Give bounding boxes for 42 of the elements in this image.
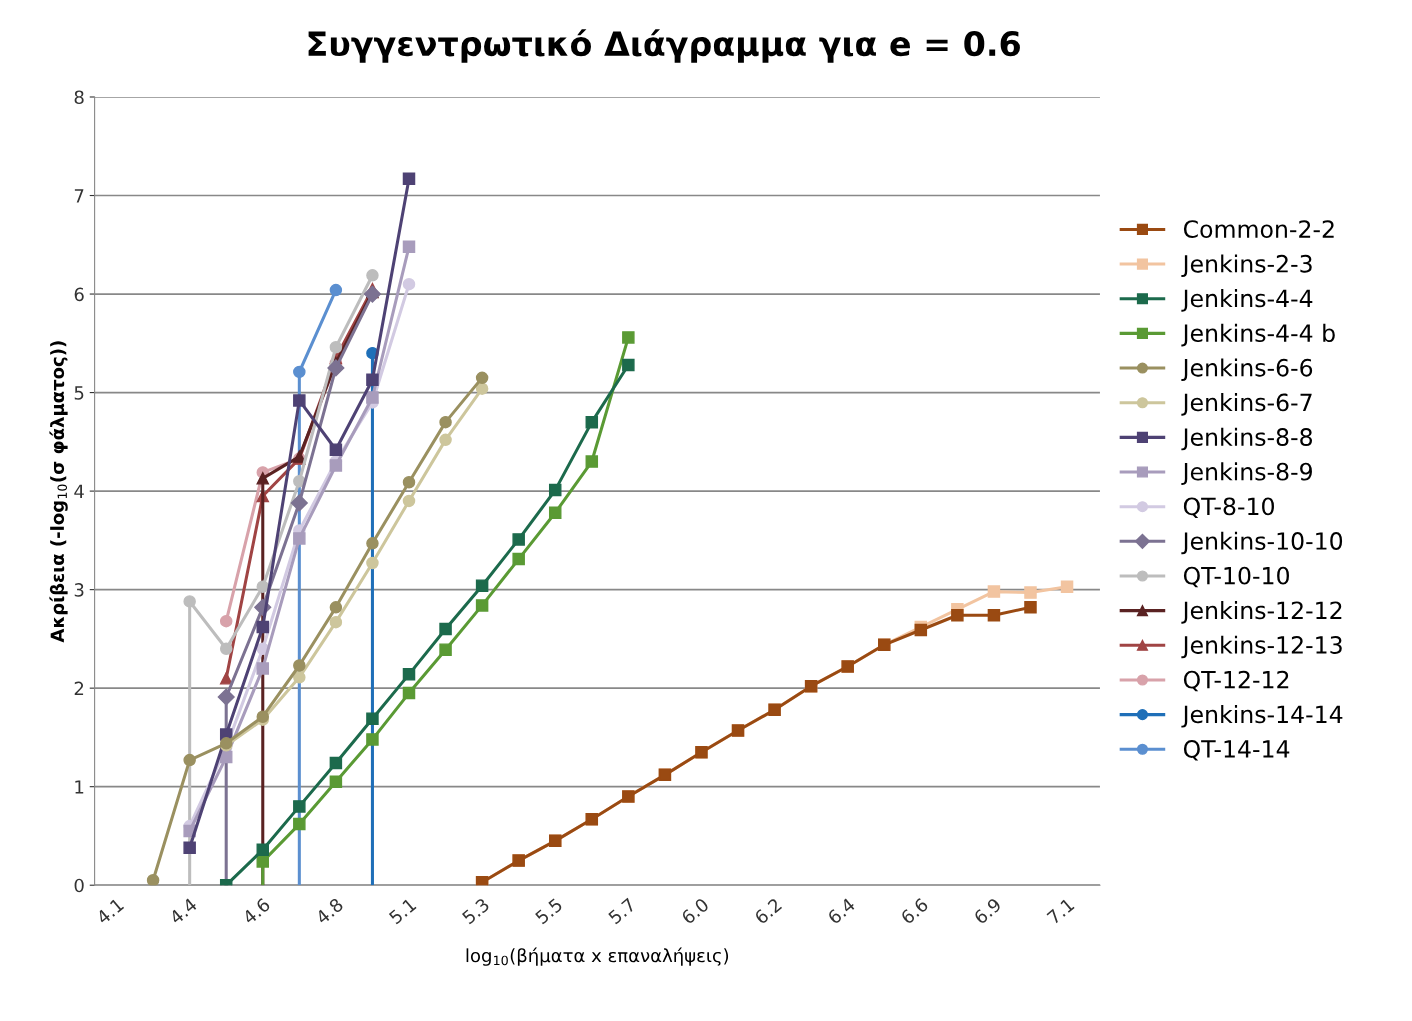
x-tick-label: 4.6 [241, 897, 271, 925]
legend-label: Jenkins-4-4 b [1181, 323, 1335, 347]
x-tick-label: 5.5 [534, 897, 564, 925]
legend-label: Common-2-2 [1183, 220, 1334, 239]
y-tick-label: 4 [74, 484, 84, 498]
y-tick-label: 6 [74, 287, 84, 302]
x-tick-label: 4.4 [168, 897, 198, 925]
legend-label: Jenkins-12-12 [1181, 600, 1342, 624]
legend-label: QT-14-14 [1183, 740, 1290, 761]
x-tick-label: 4.8 [314, 897, 344, 925]
y-tick-label: 2 [74, 681, 84, 696]
y-tick-label: 0 [74, 878, 84, 893]
legend-label: QT-8-10 [1183, 497, 1274, 518]
x-tick-label: 4.1 [95, 897, 125, 925]
x-tick-label: 6.9 [973, 897, 1002, 925]
x-axis-title: log$_{10}$(βήματα x επαναλήψεις) [466, 947, 729, 966]
legend-label: Jenkins-6-6 [1181, 358, 1313, 382]
y-axis-title: Ακρίβεια (-log$_{10}$(σ φάλματος)) [49, 341, 68, 643]
chart-title: Συγγεντρωτικό Διάγραμμα για e = 0.6 [308, 29, 1020, 63]
y-tick-label: 3 [74, 583, 84, 597]
x-tick-label: 5.3 [461, 897, 490, 925]
legend-label: QT-12-12 [1183, 670, 1289, 692]
x-tick-label: 5.7 [607, 897, 637, 925]
x-tick-label: 6.2 [753, 897, 783, 925]
y-tick-label: 5 [74, 386, 84, 400]
y-tick-label: 8 [74, 90, 84, 105]
legend-label: Jenkins-4-4 [1181, 289, 1313, 312]
x-tick-label: 6.4 [826, 897, 856, 925]
legend-label: Jenkins-14-14 [1181, 704, 1343, 728]
legend-label: Jenkins-6-7 [1181, 393, 1312, 416]
x-tick-label: 6.6 [899, 897, 929, 925]
x-tick-label: 6.0 [680, 897, 710, 925]
legend-label: Jenkins-10-10 [1181, 531, 1343, 555]
legend-label: Jenkins-12-13 [1181, 635, 1342, 659]
legend-label: Jenkins-8-8 [1181, 427, 1313, 451]
legend-label: Jenkins-2-3 [1181, 254, 1312, 278]
legend-label: QT-10-10 [1183, 566, 1289, 588]
x-tick-label: 7.1 [1046, 897, 1075, 925]
y-tick-label: 1 [75, 780, 84, 794]
x-tick-label: 5.1 [388, 897, 417, 925]
legend-label: Jenkins-8-9 [1181, 462, 1312, 486]
y-tick-label: 7 [74, 189, 84, 203]
